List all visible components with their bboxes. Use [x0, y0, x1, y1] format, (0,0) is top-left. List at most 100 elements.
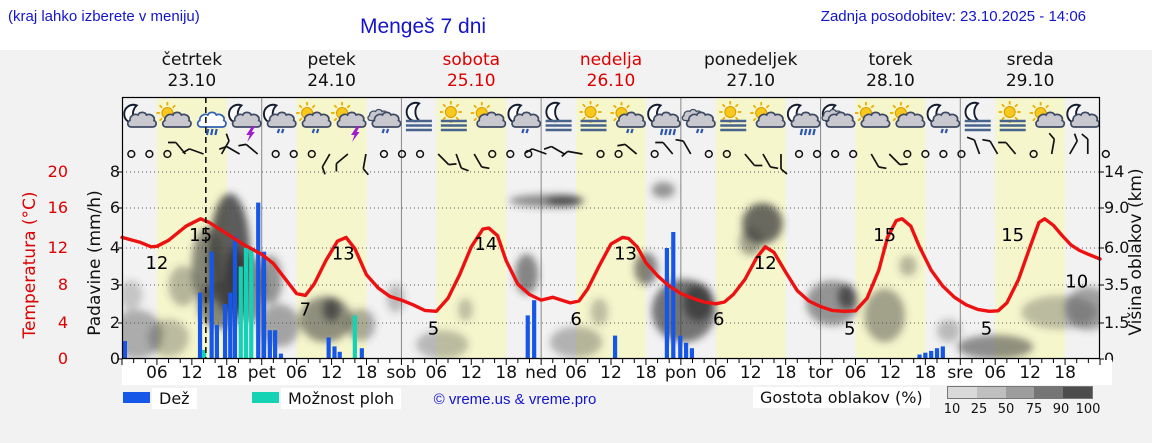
calm-wind-icon — [397, 149, 407, 159]
precip-axis-title: Padavine (mm/h) — [85, 190, 105, 336]
svg-text:18: 18 — [356, 363, 378, 383]
svg-text:12: 12 — [145, 253, 168, 274]
moon-cloud-bolt-icon — [228, 103, 262, 142]
wind-barb-icon — [870, 153, 887, 170]
moon-cloud-rain-icon — [647, 103, 681, 136]
day-header: nedelja 26.10 — [541, 50, 681, 96]
svg-text:06: 06 — [565, 363, 587, 383]
calm-wind-icon — [849, 149, 858, 159]
svg-text:18: 18 — [775, 363, 797, 383]
sun-fog-icon — [579, 101, 607, 132]
calm-wind-icon — [812, 149, 822, 159]
wind-barb-icon — [473, 153, 490, 170]
calm-wind-icon — [614, 149, 623, 159]
cloud-scale-number: 50 — [997, 402, 1015, 417]
axis-ticks — [118, 171, 1104, 365]
day-name: ponedeljek — [704, 50, 798, 70]
sun-fog-icon — [439, 101, 467, 132]
rain-legend-swatch — [123, 392, 150, 403]
wind-barb-icon — [335, 153, 349, 172]
wind-barb-icon — [655, 141, 674, 155]
moon-clouds-icon — [821, 103, 856, 128]
temperature-curve — [120, 217, 1102, 314]
sun-fog-icon — [998, 101, 1026, 132]
clouds-drizzle-icon — [367, 108, 402, 134]
axis-tick-label: 3 — [109, 275, 120, 294]
cloud-scale-number: 10 — [943, 402, 961, 417]
day-name: petek — [307, 50, 356, 70]
calm-wind-icon — [415, 149, 425, 159]
svg-text:06: 06 — [426, 363, 448, 383]
svg-text:18: 18 — [1054, 363, 1076, 383]
axis-tick-label: 9.0 — [1104, 198, 1130, 217]
page-title: Mengeš 7 dni — [359, 15, 487, 38]
svg-text:sob: sob — [386, 363, 416, 383]
cloud-rain-icon — [196, 111, 227, 136]
rain-legend-label: Dež — [152, 388, 197, 409]
svg-text:pon: pon — [665, 363, 697, 383]
sun-cloud-icon — [156, 102, 192, 128]
moon-cloud-icon — [123, 103, 157, 128]
svg-text:12: 12 — [740, 363, 762, 383]
wind-barb-icon — [1048, 132, 1056, 155]
cloud-scale-number: 90 — [1052, 402, 1070, 417]
wind-barb-icon — [966, 136, 981, 155]
cloud-scale-number: 100 — [1075, 402, 1101, 417]
wind-barb-icon — [780, 154, 788, 175]
last-update-text: Zadnja posodobitev: 23.10.2025 - 14:06 — [820, 8, 1086, 25]
svg-text:13: 13 — [332, 243, 355, 264]
wind-barb-icon — [182, 148, 204, 155]
moon-cloud-icon — [1066, 103, 1101, 128]
calm-wind-icon — [307, 149, 316, 159]
copyright-link[interactable]: © vreme.us & vreme.pro — [433, 391, 597, 408]
svg-text:06: 06 — [705, 363, 727, 383]
precipitation-bars — [122, 202, 945, 359]
shower-legend-swatch — [252, 392, 279, 403]
svg-text:13: 13 — [614, 243, 637, 264]
day-name: sreda — [1006, 50, 1054, 70]
axis-tick-label: 6 — [109, 198, 120, 217]
moon-fog-icon — [405, 101, 432, 132]
calm-wind-icon — [289, 149, 298, 159]
calm-wind-icon — [596, 149, 605, 159]
calm-wind-icon — [163, 149, 172, 159]
svg-text:5: 5 — [428, 318, 439, 339]
calm-wind-icon — [957, 149, 966, 159]
wind-barb-icon — [218, 145, 241, 155]
svg-text:15: 15 — [189, 225, 212, 246]
svg-text:sre: sre — [947, 363, 973, 383]
wind-barb-icon — [455, 153, 469, 172]
wind-barb-icon — [888, 153, 908, 166]
cloud-scale-number: 75 — [1025, 402, 1043, 417]
temperature-axis-title: Temperatura (°C) — [20, 191, 40, 339]
day-name: sobota — [442, 50, 501, 70]
axis-tick-label: 16 — [47, 198, 68, 217]
day-name: četrtek — [161, 50, 223, 70]
svg-text:06: 06 — [984, 363, 1006, 383]
wind-barb-icon — [525, 148, 547, 155]
sun-cloud-bolt-icon — [331, 102, 367, 142]
calm-wind-icon — [379, 149, 389, 159]
sun-cloud-drizzle-icon — [610, 102, 646, 134]
calm-wind-icon — [650, 149, 659, 159]
calm-wind-icon — [506, 149, 515, 159]
svg-text:15: 15 — [1001, 225, 1024, 246]
calm-wind-icon — [794, 149, 804, 159]
svg-text:18: 18 — [495, 363, 517, 383]
day-date: 29.10 — [1005, 71, 1055, 91]
svg-text:12: 12 — [460, 363, 482, 383]
time-axis-strip — [122, 360, 1112, 385]
location-hint: (kraj lahko izberete v meniju) — [8, 8, 200, 25]
svg-text:15: 15 — [873, 225, 896, 246]
svg-text:12: 12 — [880, 363, 902, 383]
day-headers-row: četrtek 23.10 petek 24.10 sobota 25.10 nedelja… — [122, 50, 1100, 96]
axis-tick-label: 6.0 — [1104, 238, 1130, 257]
day-header: torek 28.10 — [821, 50, 961, 96]
svg-text:12: 12 — [321, 363, 343, 383]
calm-wind-icon — [921, 149, 930, 159]
svg-text:5: 5 — [981, 318, 992, 339]
wind-symbols-row — [127, 132, 1110, 176]
svg-text:12: 12 — [754, 253, 777, 274]
axis-tick-label: 8 — [109, 162, 120, 181]
